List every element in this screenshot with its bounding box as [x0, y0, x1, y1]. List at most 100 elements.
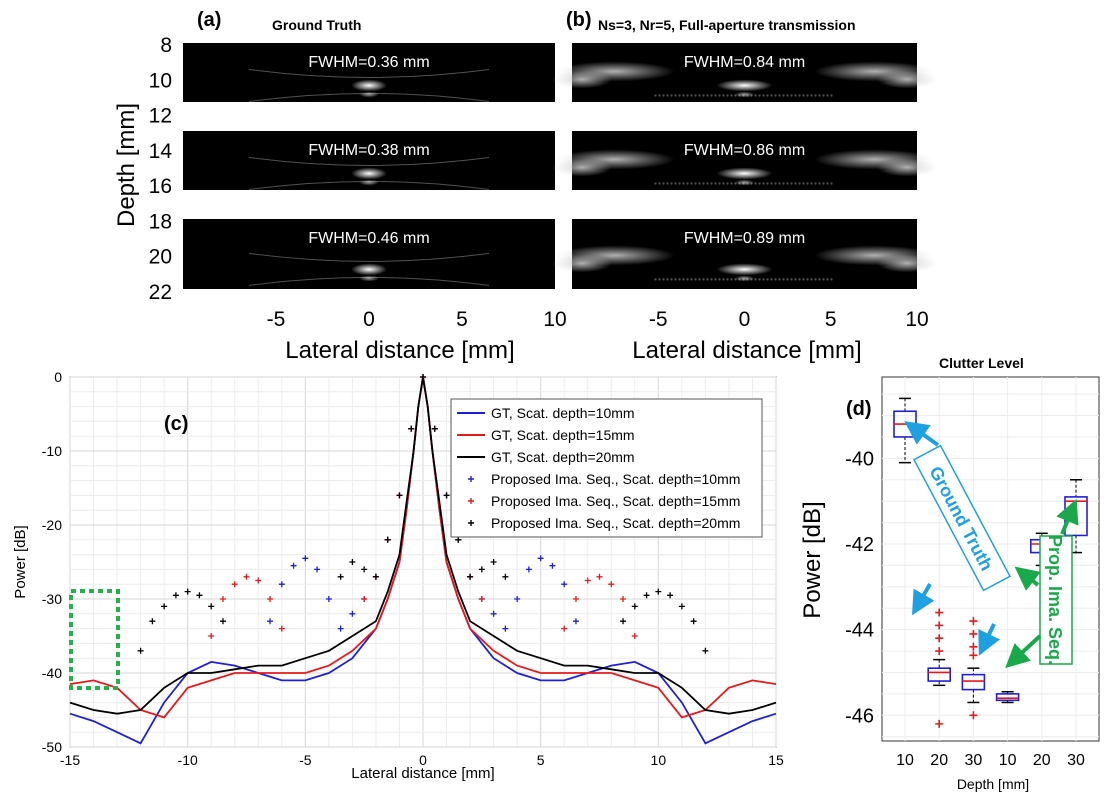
x-tick-label: 20 — [930, 752, 948, 769]
legend-entry: Proposed Ima. Seq., Scat. depth=10mm — [491, 471, 740, 487]
psf-side-lobe — [248, 156, 490, 166]
x-tick-label: 5 — [456, 308, 468, 331]
legend-swatch — [468, 476, 474, 482]
x-tick-label: 30 — [965, 752, 983, 769]
data-point — [372, 573, 379, 580]
y-tick-label: -42 — [845, 534, 874, 556]
box-plot — [961, 617, 986, 720]
point-scatterer — [716, 167, 773, 180]
panel-c-legend: GT, Scat. depth=10mm GT, Scat. depth=15mm… — [450, 398, 763, 538]
point-scatterer — [351, 263, 387, 276]
data-point — [572, 618, 579, 625]
data-point — [620, 618, 627, 625]
x-tick-label: 0 — [363, 308, 375, 331]
box-plot — [995, 691, 1020, 704]
clutter-blob — [877, 70, 937, 89]
x-tick-label: -15 — [60, 752, 80, 768]
data-point — [219, 618, 226, 625]
point-scatterer — [351, 167, 387, 180]
fwhm-label: FWHM=0.36 mm — [308, 54, 429, 71]
data-point — [267, 618, 274, 625]
data-point — [255, 577, 262, 584]
data-point — [537, 555, 544, 562]
data-point — [608, 581, 615, 588]
outlier — [935, 608, 944, 617]
data-point — [384, 536, 391, 543]
point-scatterer-echo — [734, 179, 755, 186]
data-point — [631, 603, 638, 610]
data-point — [643, 592, 650, 599]
data-point — [490, 559, 497, 565]
y-tick-label: -44 — [845, 620, 874, 642]
legend-swatch — [468, 520, 474, 526]
y-tick-label: -40 — [42, 665, 62, 681]
panel-b-images: FWHM=0.84 mm FWHM=0.86 mm FWHM=0.89 mm — [552, 43, 937, 289]
data-point — [278, 625, 285, 632]
x-tick-label: 5 — [825, 308, 837, 331]
panel-d-title: Clutter Level — [939, 355, 1024, 371]
x-tick-label: -5 — [649, 308, 668, 331]
proposed-annotation: Prop. Ima. Seq. — [1039, 535, 1073, 665]
clutter-blob — [877, 254, 937, 273]
outlier — [935, 634, 944, 643]
ultrasound-image: FWHM=0.84 mm — [552, 43, 937, 102]
box — [961, 673, 986, 691]
data-point — [149, 618, 156, 625]
point-scatterer-echo — [734, 91, 755, 98]
legend-entry: Proposed Ima. Seq., Scat. depth=20mm — [491, 515, 740, 531]
data-point — [325, 596, 332, 602]
box-plot — [927, 608, 952, 728]
x-tick-label: -5 — [299, 752, 312, 768]
data-point — [620, 596, 627, 602]
panel-c-series — [69, 374, 777, 745]
panel-a-title: Ground Truth — [272, 17, 361, 33]
data-point — [337, 625, 344, 632]
panel-b-x-ticks: -5 0 5 10 — [649, 308, 929, 331]
legend-entry: GT, Scat. depth=10mm — [491, 405, 635, 421]
data-point — [655, 588, 662, 595]
y-tick-label: -10 — [42, 443, 62, 459]
data-point — [161, 603, 168, 610]
data-point — [702, 647, 709, 654]
panel-b-label: (b) — [566, 9, 592, 31]
data-point — [302, 555, 309, 562]
psf-side-lobe — [248, 68, 490, 78]
box — [995, 693, 1020, 702]
data-point — [514, 596, 521, 602]
data-point — [431, 425, 438, 432]
x-tick-label: -10 — [178, 752, 198, 768]
x-tick-label: 10 — [896, 752, 914, 769]
legend-box — [450, 398, 763, 538]
x-tick-label: 0 — [739, 308, 751, 331]
data-point — [678, 603, 685, 610]
fwhm-label: FWHM=0.46 mm — [308, 230, 429, 247]
data-point — [184, 588, 191, 595]
y-tick-label: 12 — [149, 105, 172, 128]
panel-d: Clutter Level 10 20 30 10 20 30 -40 -42 -44 -46 (… — [799, 355, 1100, 792]
data-point — [267, 596, 274, 602]
panel-d-xlabel: Depth [mm] — [957, 776, 1029, 792]
ultrasound-image: FWHM=0.38 mm — [183, 131, 555, 190]
outlier — [935, 621, 944, 630]
data-point — [337, 573, 344, 580]
data-point — [478, 566, 485, 573]
y-tick-label: 8 — [160, 34, 172, 57]
outlier — [969, 651, 978, 660]
data-point — [455, 536, 462, 543]
panel-a: (a) Ground Truth FWHM=0.36 mm FWHM=0.38 m… — [113, 9, 567, 364]
annotation-label: Prop. Ima. Seq. — [1045, 535, 1065, 665]
data-point — [396, 492, 403, 499]
panel-a-x-ticks: -5 0 5 10 — [267, 308, 567, 331]
data-point — [584, 577, 591, 584]
panel-c-grid — [69, 376, 777, 748]
y-tick-label: -20 — [42, 517, 62, 533]
ultrasound-image: FWHM=0.89 mm — [552, 219, 937, 289]
psf-side-lobe — [248, 252, 490, 262]
data-point — [349, 610, 356, 617]
point-scatterer-echo — [359, 275, 379, 282]
panel-a-ylabel: Depth [mm] — [113, 103, 140, 227]
data-point — [219, 596, 226, 602]
clutter-blob — [877, 158, 937, 177]
data-point — [172, 592, 179, 599]
